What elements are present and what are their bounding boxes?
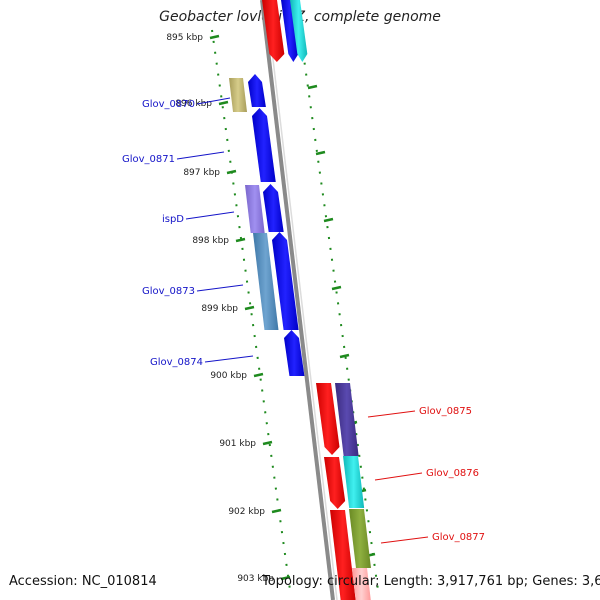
gene-feature [330, 510, 356, 600]
tick-label: 899 kbp [201, 304, 238, 314]
gene-feature [335, 383, 359, 456]
tick-mark [323, 217, 334, 223]
gene-label: Glov_0876 [426, 468, 479, 479]
tick-mark [307, 84, 318, 90]
gene-label: Glov_0870 [142, 99, 195, 110]
tick-label: 896 kbp [175, 99, 212, 109]
gene-feature [263, 184, 284, 232]
gene-feature [229, 78, 248, 112]
backbone-highlight [265, 0, 338, 600]
tick-label: 895 kbp [166, 33, 203, 43]
tick-label: 903 kbp [237, 574, 274, 584]
gene-label: ispD [162, 214, 184, 225]
gene-label-leader [374, 472, 423, 481]
tick-mark [331, 285, 342, 291]
tick-mark [244, 305, 255, 311]
topology-text: Topology: circular; Length: 3,917,761 bp… [262, 574, 600, 589]
gene-feature [290, 0, 308, 62]
gene-feature [262, 0, 285, 62]
tick-label: 900 kbp [210, 371, 247, 381]
gene-label-leader [380, 536, 429, 544]
tick-mark [280, 575, 291, 581]
gene-feature [284, 330, 305, 376]
tick-mark [315, 150, 326, 156]
tick-label: 898 kbp [192, 236, 229, 246]
gene-feature [272, 232, 299, 330]
gene-label: Glov_0871 [122, 154, 175, 165]
gene-label: Glov_0875 [419, 406, 472, 417]
backbone-line [260, 0, 335, 600]
gene-label: Glov_0877 [432, 532, 485, 543]
accession-text: Accession: NC_010814 [9, 574, 157, 589]
gene-feature [252, 108, 276, 182]
gene-feature [248, 74, 266, 107]
gene-label-leader [196, 97, 231, 105]
gene-label-leader [176, 151, 225, 160]
gene-label: Glov_0874 [150, 357, 203, 368]
tick-mark [218, 100, 229, 106]
gene-feature [349, 509, 371, 568]
gene-feature [352, 568, 371, 600]
gene-label: Glov_0873 [142, 286, 195, 297]
tick-mark [209, 34, 220, 40]
tick-mark [235, 237, 246, 243]
gene-label-leader [204, 355, 254, 363]
gene-feature [253, 233, 279, 330]
gene-feature [245, 185, 265, 233]
tick-mark [271, 508, 282, 514]
gene-feature [281, 0, 299, 62]
gene-label-leader [185, 211, 235, 220]
gene-label-leader [367, 410, 416, 418]
tick-mark [253, 372, 264, 378]
gene-label-leader [196, 284, 244, 292]
gene-feature [343, 456, 365, 508]
tick-label: 897 kbp [183, 168, 220, 178]
tick-mark [262, 440, 273, 446]
tick-label: 902 kbp [228, 507, 265, 517]
tick-label: 901 kbp [219, 439, 256, 449]
tick-mark [226, 169, 237, 175]
tick-mark [339, 353, 350, 359]
gene-feature [316, 383, 340, 455]
gene-feature [324, 457, 346, 509]
